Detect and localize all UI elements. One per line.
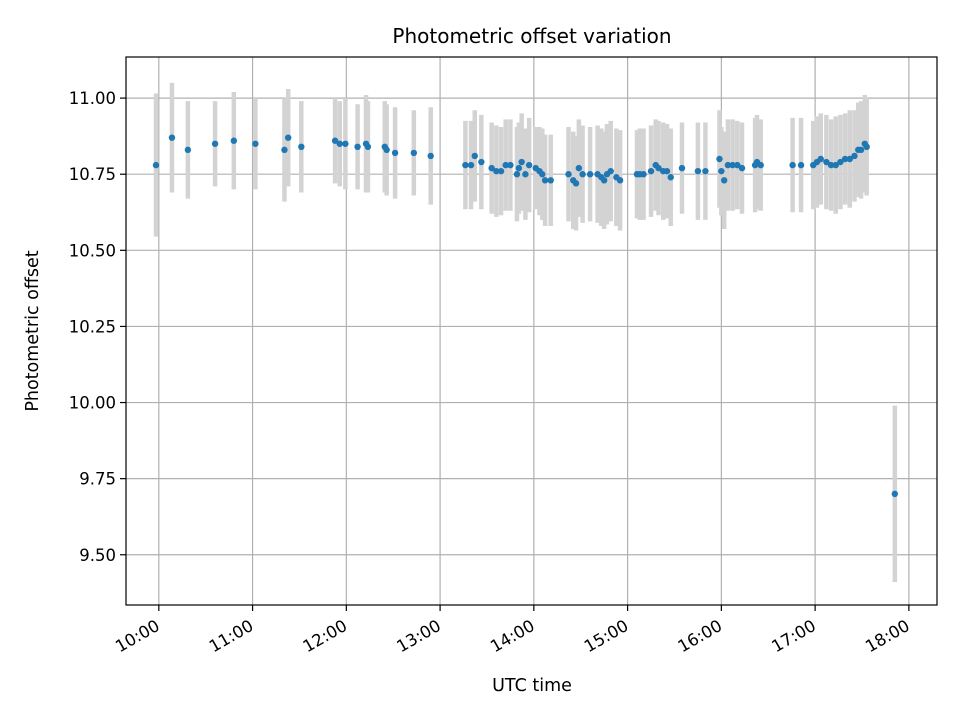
data-point [525, 161, 533, 169]
data-point [789, 161, 796, 169]
data-point [298, 143, 305, 151]
data-point [331, 137, 339, 144]
data-point [575, 164, 583, 172]
data-point [383, 146, 390, 154]
data-point [607, 167, 614, 175]
data-point [716, 155, 723, 163]
data-point [565, 171, 572, 178]
data-point [663, 167, 671, 175]
data-point [497, 167, 505, 175]
y-axis-label: Photometric offset [23, 250, 43, 411]
data-point [467, 161, 475, 169]
data-point [579, 171, 586, 178]
data-point [281, 146, 288, 154]
y-axis: 9.50 9.75 10.00 10.25 10.50 10.75 11.00 [69, 89, 126, 565]
data-point [515, 164, 523, 172]
data-point [817, 155, 824, 163]
data-point [724, 161, 732, 169]
y-tick-label: 10.25 [69, 317, 116, 336]
data-point [863, 143, 870, 151]
data-point [586, 171, 594, 178]
data-point [522, 171, 529, 178]
data-point [891, 490, 899, 498]
data-point [823, 158, 830, 166]
data-point [702, 167, 709, 175]
data-point [493, 167, 500, 175]
data-point [841, 155, 849, 163]
y-tick-label: 10.50 [69, 241, 116, 260]
data-point [285, 134, 292, 141]
data-point [184, 146, 192, 154]
data-point [252, 140, 259, 147]
data-point [168, 134, 176, 141]
data-point [729, 161, 736, 169]
data-point [738, 164, 746, 172]
data-point [647, 167, 655, 175]
data-point [541, 177, 549, 184]
grid [126, 57, 937, 605]
data-point [336, 140, 343, 147]
data-point [354, 143, 361, 151]
data-point [640, 171, 647, 178]
data-point [152, 161, 160, 169]
data-point [342, 140, 349, 147]
data-point [851, 152, 858, 160]
y-tick-label: 10.00 [69, 394, 116, 413]
data-point [230, 137, 238, 144]
y-tick-label: 9.75 [79, 470, 116, 489]
y-tick-label: 11.00 [69, 89, 116, 108]
data-point [846, 155, 854, 163]
data-point [797, 161, 805, 169]
data-point [757, 161, 764, 169]
data-point [720, 177, 728, 184]
y-tick-label: 9.50 [79, 546, 116, 565]
data-point [572, 180, 580, 187]
data-point [488, 164, 495, 172]
data-point [837, 158, 844, 166]
y-tick-label: 10.75 [69, 165, 116, 184]
data-point [410, 149, 418, 157]
data-point [391, 149, 399, 157]
data-point [211, 140, 219, 147]
data-point [518, 158, 525, 166]
data-point [478, 158, 485, 166]
x-axis-label: UTC time [492, 676, 572, 696]
data-point [462, 161, 469, 169]
data-point [600, 177, 608, 184]
data-point [678, 164, 686, 172]
data-point [857, 146, 865, 154]
data-point [616, 177, 624, 184]
data-point [427, 152, 434, 160]
data-point [547, 177, 554, 184]
data-point [832, 161, 839, 169]
data-point [513, 171, 521, 178]
data-point [694, 167, 702, 175]
data-point [471, 152, 478, 160]
data-point [655, 164, 662, 172]
data-point [734, 161, 741, 169]
data-point [667, 174, 674, 181]
data-point [827, 161, 835, 169]
data-point [507, 161, 514, 169]
data-point [539, 171, 546, 178]
data-point [502, 161, 509, 169]
data-points [152, 134, 899, 498]
chart-title: Photometric offset variation [392, 24, 671, 48]
data-point [364, 143, 372, 151]
plot-frame [125, 56, 938, 606]
data-point [718, 167, 725, 175]
